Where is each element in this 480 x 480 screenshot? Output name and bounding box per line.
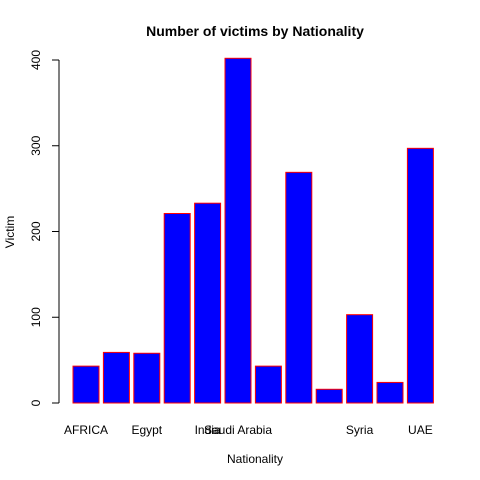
- y-axis: 0 100 200 300 400: [29, 50, 60, 406]
- y-tick-label: 300: [29, 135, 43, 155]
- y-tick-label: 0: [29, 399, 43, 406]
- bar: [194, 202, 222, 404]
- bar: [406, 147, 434, 404]
- bar: [72, 365, 100, 404]
- bars: [72, 57, 434, 404]
- bar: [163, 212, 191, 404]
- bar: [254, 365, 282, 404]
- x-axis-label: Nationality: [227, 452, 283, 466]
- y-axis-label: Victim: [3, 216, 17, 248]
- bar: [133, 352, 161, 404]
- bar: [376, 381, 404, 404]
- bar: [224, 57, 252, 404]
- x-tick-label: India: [195, 423, 221, 437]
- y-tick-label: 200: [29, 221, 43, 241]
- x-tick-label: Syria: [346, 423, 374, 437]
- x-tick-label: UAE: [408, 423, 433, 437]
- bar: [346, 314, 374, 404]
- x-tick-label: Egypt: [131, 423, 162, 437]
- bar: [102, 351, 130, 404]
- bar: [285, 171, 313, 404]
- chart-title: Number of victims by Nationality: [146, 23, 364, 39]
- x-tick-label: AFRICA: [64, 423, 108, 437]
- x-tick-label: Saudi Arabia: [204, 423, 272, 437]
- y-tick-label: 100: [29, 307, 43, 327]
- bar: [315, 388, 343, 404]
- y-tick-label: 400: [29, 50, 43, 70]
